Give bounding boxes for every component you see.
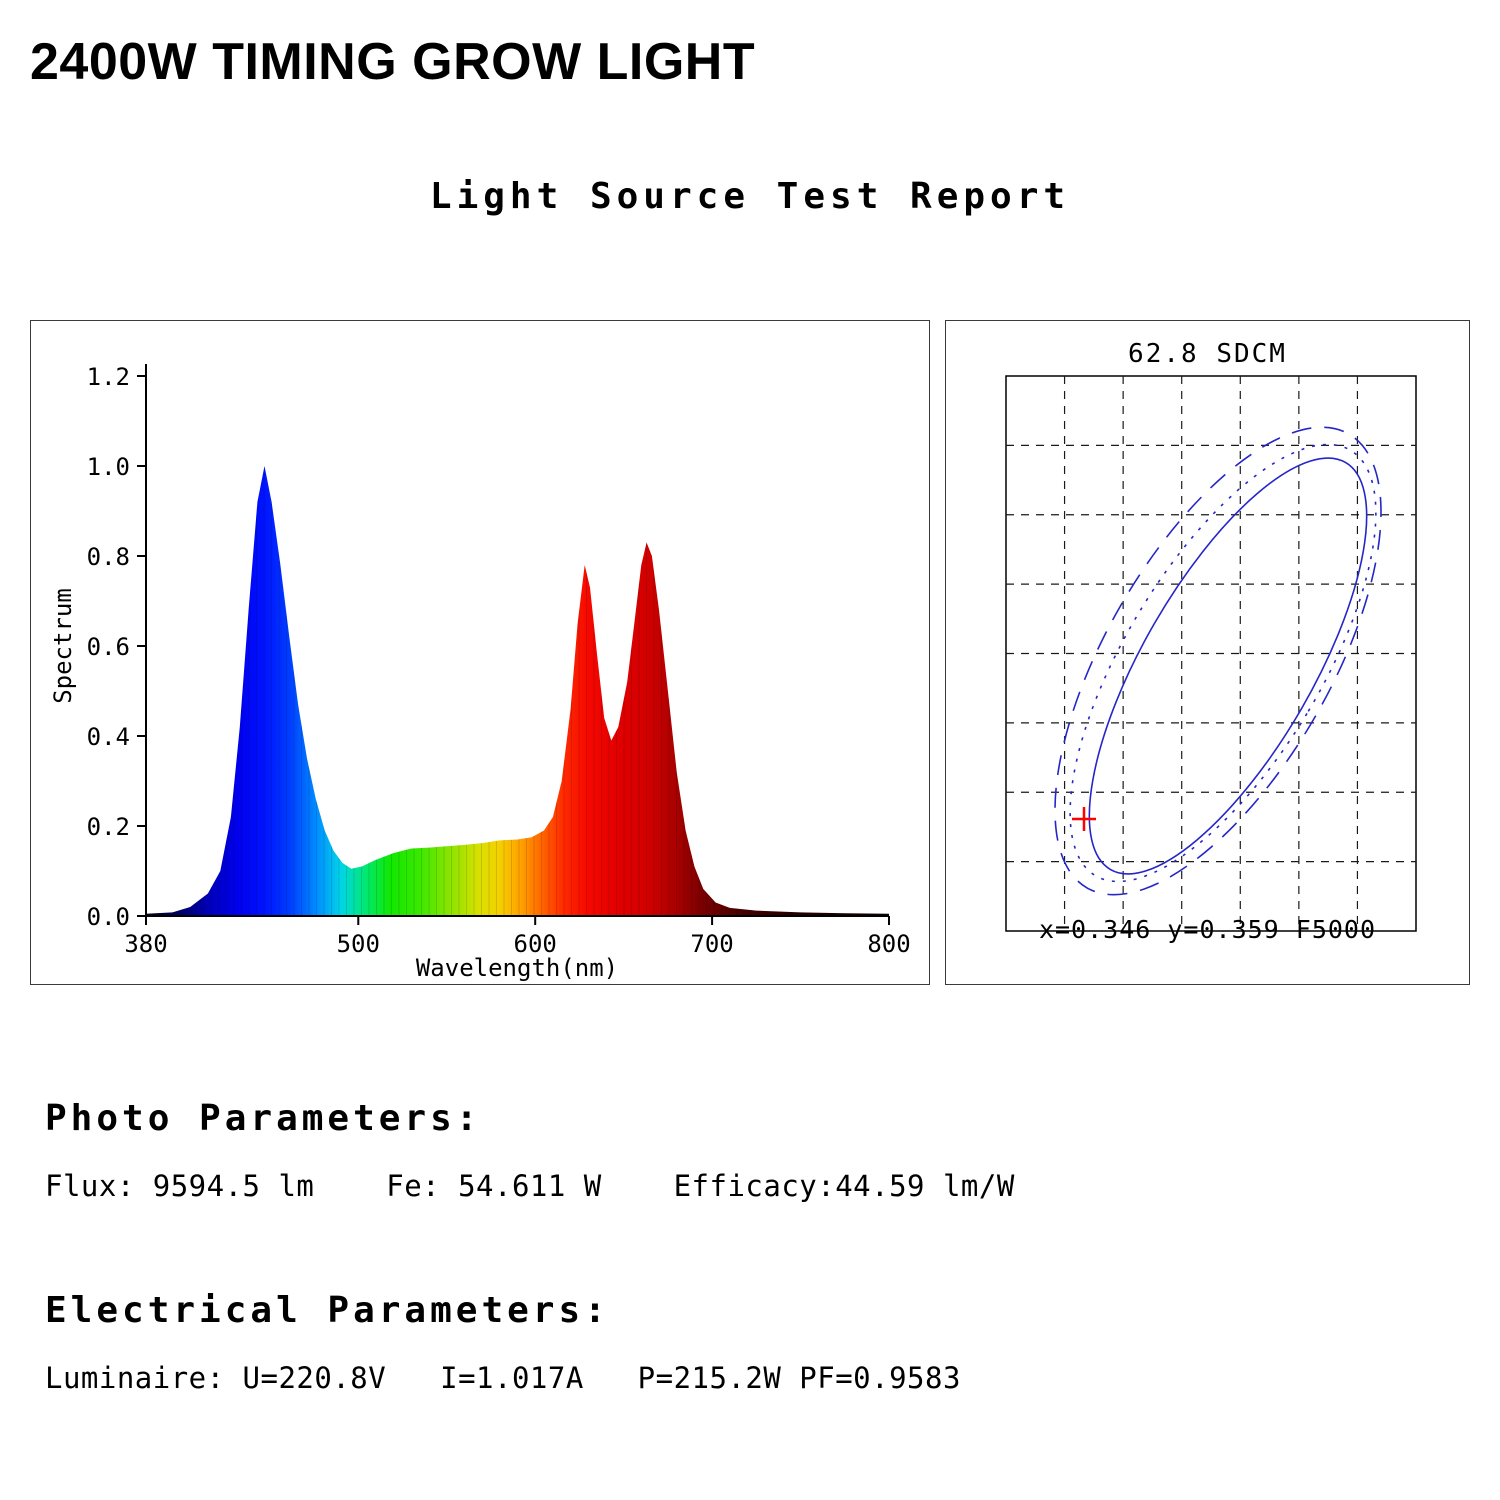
y-tick-label: 0.4 bbox=[87, 723, 130, 751]
x-tick-label: 380 bbox=[124, 930, 167, 958]
electrical-parameters-values: Luminaire: U=220.8V I=1.017A P=215.2W PF… bbox=[45, 1361, 961, 1395]
sdcm-ellipse-dash bbox=[1054, 426, 1382, 896]
y-tick-label: 1.0 bbox=[87, 453, 130, 481]
sdcm-title: 62.8 SDCM bbox=[1128, 339, 1287, 369]
report-subtitle: Light Source Test Report bbox=[429, 176, 1071, 217]
sdcm-panel: 62.8 SDCM x=0.346 y=0.359 F5000 bbox=[945, 320, 1470, 985]
spectrum-panel: Wavelength(nm) Spectrum 0.0 0.2 0.4 0.6 0.8 1… bbox=[30, 320, 930, 985]
spectrum-area-stripes bbox=[146, 466, 889, 916]
photo-parameters-values: Flux: 9594.5 lm Fe: 54.611 W Efficacy:44… bbox=[45, 1169, 1015, 1203]
sdcm-annotation: x=0.346 y=0.359 F5000 bbox=[1038, 915, 1377, 944]
x-tick-label: 600 bbox=[514, 930, 557, 958]
y-tick-label: 0.6 bbox=[87, 633, 130, 661]
photo-parameters-heading: Photo Parameters: bbox=[45, 1098, 482, 1139]
x-tick-label: 500 bbox=[337, 930, 380, 958]
x-tick-label: 800 bbox=[867, 930, 910, 958]
y-tick-label: 0.8 bbox=[87, 543, 130, 571]
y-tick-label: 0.2 bbox=[87, 813, 130, 841]
page-title: 2400W TIMING GROW LIGHT bbox=[30, 33, 756, 91]
electrical-parameters-heading: Electrical Parameters: bbox=[45, 1290, 610, 1331]
electrical-parameters-section: Electrical Parameters: Luminaire: U=220.… bbox=[45, 1290, 961, 1395]
x-axis-label: Wavelength(nm) bbox=[416, 954, 618, 982]
y-tick-label: 0.0 bbox=[87, 903, 130, 931]
sdcm-chart bbox=[1005, 375, 1417, 932]
x-tick-label: 700 bbox=[690, 930, 733, 958]
spectrum-chart: Wavelength(nm) Spectrum 0.0 0.2 0.4 0.6 0.8 1… bbox=[49, 363, 911, 982]
sdcm-ellipse-solid bbox=[1088, 457, 1368, 875]
y-axis-label: Spectrum bbox=[49, 588, 77, 704]
photo-parameters-section: Photo Parameters: Flux: 9594.5 lm Fe: 54… bbox=[45, 1098, 1015, 1203]
sdcm-ellipse-dot bbox=[1069, 443, 1377, 883]
y-tick-label: 1.2 bbox=[87, 363, 130, 391]
